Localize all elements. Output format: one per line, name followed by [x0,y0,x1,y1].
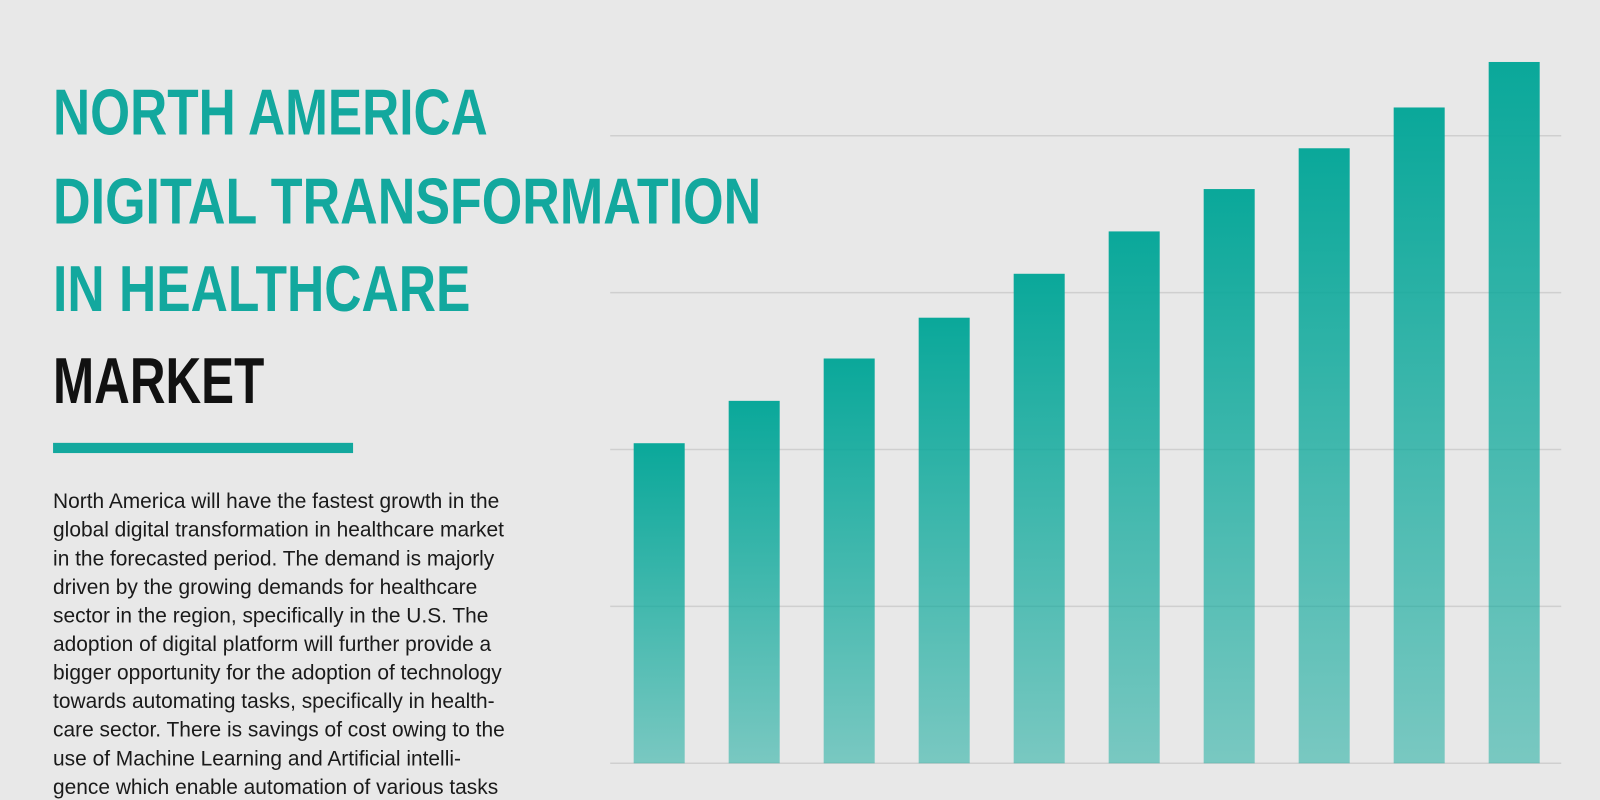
description-line: adoption of digital platform will furthe… [53,633,491,656]
description-line: in the forecasted period. The demand is … [53,547,495,570]
description-line: gence which enable automation of various… [53,776,498,799]
title-line: NORTH AMERICA [53,76,488,149]
bar [918,317,970,764]
bar [1013,273,1065,764]
bar [1203,189,1255,764]
bar [1298,148,1350,764]
bar [1108,231,1160,764]
bar [1393,107,1445,764]
description-line: driven by the growing demands for health… [53,576,477,599]
title-underline [53,442,354,454]
bar [633,443,685,764]
title-line: MARKET [53,344,264,417]
description-line: global digital transformation in healthc… [53,519,504,542]
description-line: North America will have the fastest grow… [53,490,499,513]
title-line: DIGITAL TRANSFORMATION [53,164,761,237]
description-line: care sector. There is savings of cost ow… [53,719,505,742]
description-line: use of Machine Learning and Artificial i… [53,747,461,770]
bar [728,400,780,764]
bar [823,358,875,764]
description-line: sector in the region, specifically in th… [53,604,488,627]
title-line: IN HEALTHCARE [53,252,470,325]
bar [1488,61,1540,764]
description-line: bigger opportunity for the adoption of t… [53,662,502,685]
description-line: towards automating tasks, specifically i… [53,690,495,713]
